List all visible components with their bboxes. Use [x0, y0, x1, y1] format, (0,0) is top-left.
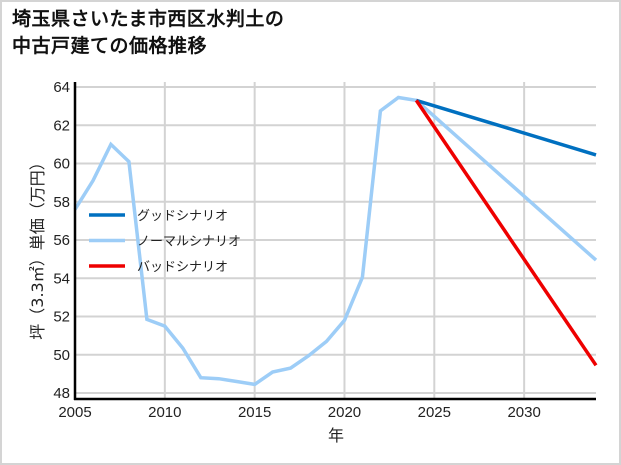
y-axis-label: 坪（3.3㎡）単価（万円） [28, 154, 47, 339]
series-line [415, 98, 597, 157]
y-tick-label: 50 [53, 347, 70, 364]
y-tick-label: 58 [53, 194, 70, 211]
y-tick-label: 64 [53, 79, 70, 96]
series-line [73, 95, 598, 387]
y-tick-label: 60 [53, 156, 70, 173]
series-lines [73, 95, 598, 387]
legend-label: ノーマルシナリオ [137, 235, 241, 250]
x-tick-label: 2020 [328, 404, 361, 421]
y-tick-label: 56 [53, 232, 70, 249]
legend-label: グッドシナリオ [137, 209, 228, 224]
legend-label: バッドシナリオ [137, 260, 228, 275]
x-tick-label: 2030 [507, 404, 540, 421]
x-tick-label: 2025 [418, 404, 451, 421]
y-tick-label: 62 [53, 117, 70, 134]
x-tick-label: 2005 [58, 404, 91, 421]
series-line [414, 99, 598, 367]
axes [73, 82, 596, 401]
y-tick-label: 52 [53, 309, 70, 326]
y-tick-label: 48 [53, 385, 70, 402]
x-axis-label: 年 [328, 426, 344, 445]
chart-title: 埼玉県さいたま市西区水判土の 中古戸建ての価格推移 [12, 8, 285, 57]
tick-labels: 48 50 52 54 56 58 60 62 64 2005 2010 2015 2020 2025 20… [53, 79, 541, 421]
x-tick-label: 2015 [238, 404, 271, 421]
x-tick-label: 2010 [148, 404, 181, 421]
y-tick-label: 54 [53, 270, 70, 287]
